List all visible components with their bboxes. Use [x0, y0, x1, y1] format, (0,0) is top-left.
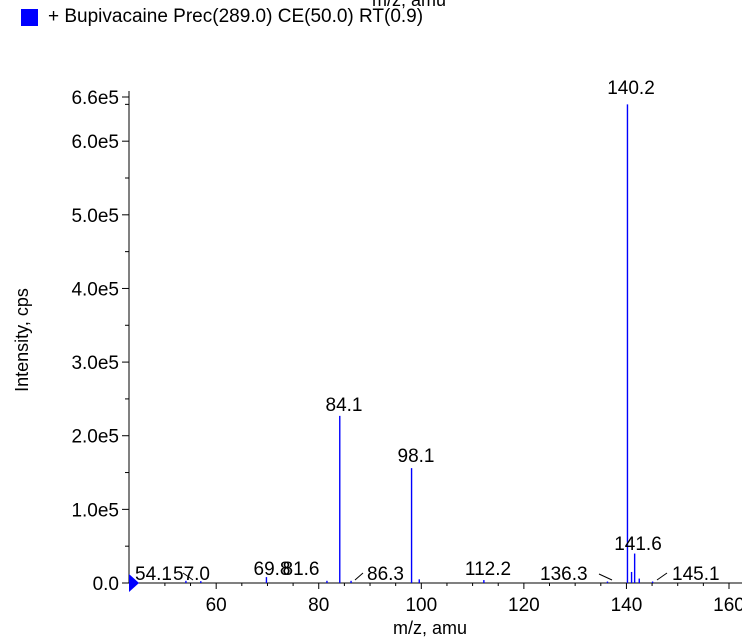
peak-label: 69.8	[254, 559, 291, 580]
peak-label: 86.3	[367, 564, 404, 585]
peak-label: 140.2	[607, 78, 655, 99]
x-tick-label: 160	[713, 595, 742, 616]
legend-swatch	[21, 8, 38, 26]
x-tick-label: 140	[611, 595, 643, 616]
legend-label: + Bupivacaine Prec(289.0) CE(50.0) RT(0.…	[48, 6, 424, 27]
peak-label: 57.0	[173, 564, 210, 585]
y-tick-label: 3.0e5	[71, 353, 119, 374]
legend: + Bupivacaine Prec(289.0) CE(50.0) RT(0.…	[21, 5, 423, 29]
y-tick-label: 1.0e5	[71, 500, 119, 521]
baseline-marker	[129, 574, 139, 592]
peak-label: 98.1	[398, 446, 435, 467]
peak-label: 136.3	[540, 564, 588, 585]
x-tick-label: 80	[308, 595, 329, 616]
label-leader	[656, 572, 668, 581]
peak-label: 141.6	[614, 534, 662, 555]
peak-label: 112.2	[465, 559, 511, 580]
x-tick-label: 120	[508, 595, 540, 616]
peak-label: 84.1	[326, 395, 363, 416]
x-axis-label: m/z, amu	[393, 618, 467, 638]
y-tick-label: 5.0e5	[71, 206, 119, 227]
y-axis-label: Intensity, cps	[12, 288, 32, 392]
y-tick-label: 0.0	[93, 574, 119, 595]
peak-label: 145.1	[672, 564, 720, 585]
peak-label: 81.6	[283, 559, 320, 580]
y-tick-label: 4.0e5	[71, 279, 119, 300]
label-leader	[598, 573, 613, 581]
label-leader	[182, 572, 194, 581]
y-tick-label: 6.0e5	[71, 132, 119, 153]
cut-axis-title: m/z, amu	[372, 0, 447, 10]
y-tick-label: 6.6e5	[71, 88, 119, 109]
peak-label: 54.1	[135, 564, 172, 585]
label-leader	[354, 572, 364, 581]
x-tick-label: 100	[405, 595, 437, 616]
x-tick-label: 60	[206, 595, 227, 616]
y-tick-label: 2.0e5	[71, 427, 119, 448]
